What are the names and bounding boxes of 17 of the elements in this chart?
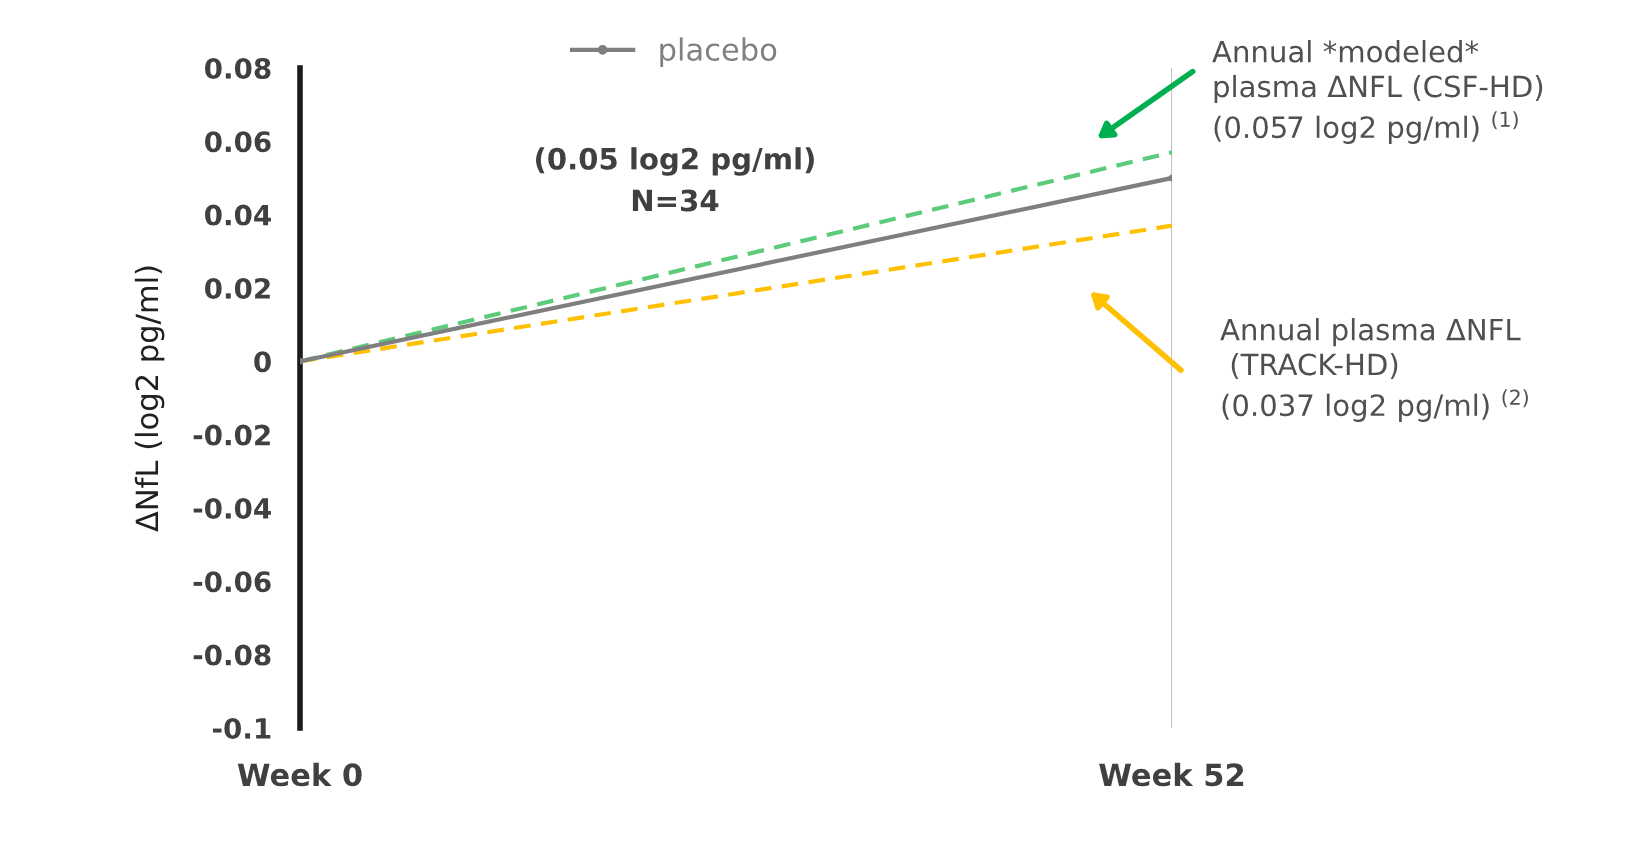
x-tick-label: Week 0 [237, 762, 362, 787]
y-tick-label: -0.04 [193, 497, 271, 519]
y-tick-label: -0.08 [193, 644, 271, 666]
legend-label: placebo [660, 37, 777, 67]
y-axis-title: ΔNfL (log2 pg/ml) [134, 266, 165, 532]
y-tick-label: 0.08 [205, 57, 271, 79]
y-tick-label: 0.04 [205, 204, 271, 226]
y-tick-label: 0.06 [205, 131, 271, 153]
y-tick-label: 0 [254, 351, 271, 373]
y-tick-label: 0.02 [205, 277, 270, 299]
y-tick-label: -0.06 [193, 571, 271, 593]
annotation: Annual plasma ΔNFL (TRACK-HD) (0.037 log2 pg/ml) $^{(2)}$ [1220, 318, 1528, 422]
y-tick-label: -0.02 [193, 424, 270, 446]
annotation: (0.05 log2 pg/ml) N=34 [536, 147, 814, 212]
y-tick-label: -0.1 [212, 717, 271, 739]
x-tick-label: Week 52 [1099, 762, 1244, 787]
annotation: Annual *modeled* plasma ΔNFL (CSF-HD) (0.057 log2 pg/ml) $^{(1)}$ [1212, 40, 1543, 144]
